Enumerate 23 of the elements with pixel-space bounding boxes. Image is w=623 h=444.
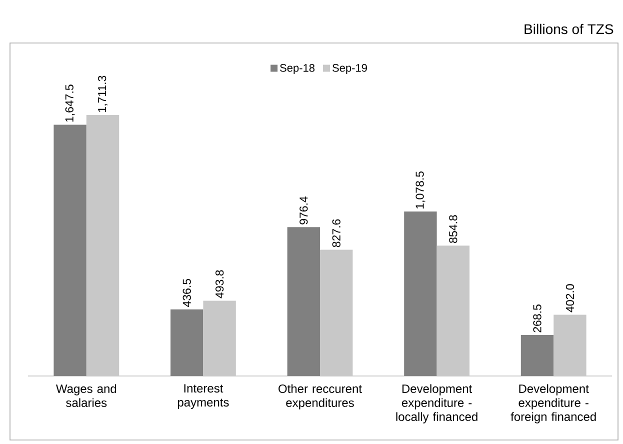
text: Billions of TZS <box>524 24 614 34</box>
data-label: 402.0 <box>566 284 574 312</box>
data-label: 854.8 <box>449 215 458 243</box>
x-tick-label: Wages and salaries <box>56 384 116 408</box>
bar <box>320 250 353 376</box>
data-label: 436.5 <box>182 278 191 307</box>
legend-label: Sep-19 <box>332 64 367 74</box>
data-label: 493.8 <box>215 270 224 298</box>
legend-label: Sep-18 <box>280 64 315 74</box>
x-tick-label: Development expenditure - locally financed <box>396 384 478 424</box>
data-label: 268.5 <box>533 304 542 332</box>
data-label: 1,711.3 <box>98 76 108 112</box>
x-tick-label: Other reccurent expenditures <box>278 384 362 410</box>
x-tick-label: Development expenditure - foreign financed <box>510 384 596 424</box>
bar <box>86 115 120 376</box>
bar <box>554 314 586 376</box>
data-label: 1,078.5 <box>416 171 426 208</box>
bar <box>436 246 470 376</box>
data-label: 976.4 <box>300 196 308 224</box>
data-label: 827.6 <box>332 219 340 248</box>
data-label: 1,647.5 <box>65 84 75 122</box>
bar <box>203 300 236 376</box>
x-tick-label: Interest payments <box>178 384 229 409</box>
